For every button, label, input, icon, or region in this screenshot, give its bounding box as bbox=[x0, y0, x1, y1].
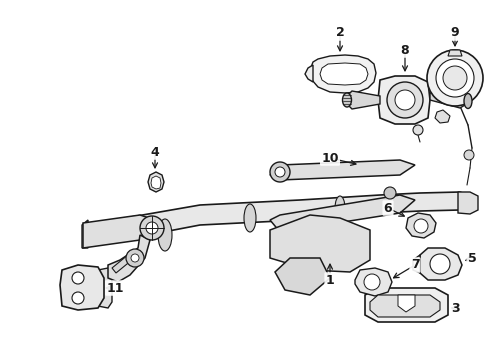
Text: 6: 6 bbox=[384, 202, 392, 215]
Polygon shape bbox=[83, 215, 155, 248]
Polygon shape bbox=[320, 63, 368, 85]
Ellipse shape bbox=[464, 94, 472, 108]
Circle shape bbox=[443, 66, 467, 90]
Polygon shape bbox=[430, 93, 465, 108]
Circle shape bbox=[126, 249, 144, 267]
Polygon shape bbox=[365, 288, 448, 322]
Text: 10: 10 bbox=[321, 152, 339, 165]
Polygon shape bbox=[270, 160, 415, 180]
Circle shape bbox=[364, 274, 380, 290]
Circle shape bbox=[72, 292, 84, 304]
Circle shape bbox=[270, 162, 290, 182]
Polygon shape bbox=[435, 110, 450, 123]
Polygon shape bbox=[305, 65, 313, 82]
Polygon shape bbox=[98, 268, 112, 308]
Circle shape bbox=[436, 59, 474, 97]
Polygon shape bbox=[406, 213, 436, 238]
Polygon shape bbox=[108, 235, 150, 282]
Circle shape bbox=[384, 187, 396, 199]
Polygon shape bbox=[310, 55, 376, 93]
Circle shape bbox=[387, 82, 423, 118]
Circle shape bbox=[72, 272, 84, 284]
Ellipse shape bbox=[244, 204, 256, 232]
Text: 8: 8 bbox=[401, 44, 409, 57]
Polygon shape bbox=[370, 295, 440, 317]
Polygon shape bbox=[60, 265, 104, 310]
Ellipse shape bbox=[335, 196, 345, 220]
Ellipse shape bbox=[343, 93, 351, 107]
Polygon shape bbox=[151, 176, 161, 189]
Text: 7: 7 bbox=[411, 258, 419, 271]
Polygon shape bbox=[112, 250, 138, 273]
Circle shape bbox=[414, 219, 428, 233]
Polygon shape bbox=[82, 220, 88, 248]
Polygon shape bbox=[398, 295, 415, 312]
Text: 2: 2 bbox=[336, 27, 344, 40]
Circle shape bbox=[131, 254, 139, 262]
Polygon shape bbox=[270, 195, 415, 232]
Text: 1: 1 bbox=[326, 274, 334, 287]
Circle shape bbox=[395, 90, 415, 110]
Ellipse shape bbox=[158, 219, 172, 251]
Circle shape bbox=[146, 222, 158, 234]
Text: 3: 3 bbox=[451, 302, 459, 315]
Text: 4: 4 bbox=[150, 145, 159, 158]
Polygon shape bbox=[458, 192, 478, 214]
Circle shape bbox=[140, 216, 164, 240]
Circle shape bbox=[427, 50, 483, 106]
Polygon shape bbox=[85, 192, 468, 247]
Polygon shape bbox=[420, 248, 462, 280]
Polygon shape bbox=[148, 172, 164, 192]
Circle shape bbox=[430, 254, 450, 274]
Circle shape bbox=[413, 125, 423, 135]
Text: 9: 9 bbox=[451, 27, 459, 40]
Text: 5: 5 bbox=[467, 252, 476, 265]
Polygon shape bbox=[378, 76, 430, 124]
Circle shape bbox=[464, 150, 474, 160]
Polygon shape bbox=[270, 215, 370, 272]
Text: 11: 11 bbox=[106, 282, 124, 294]
Polygon shape bbox=[348, 91, 380, 109]
Polygon shape bbox=[275, 258, 330, 295]
Polygon shape bbox=[355, 268, 392, 296]
Polygon shape bbox=[448, 50, 462, 56]
Polygon shape bbox=[413, 255, 420, 273]
Circle shape bbox=[275, 167, 285, 177]
